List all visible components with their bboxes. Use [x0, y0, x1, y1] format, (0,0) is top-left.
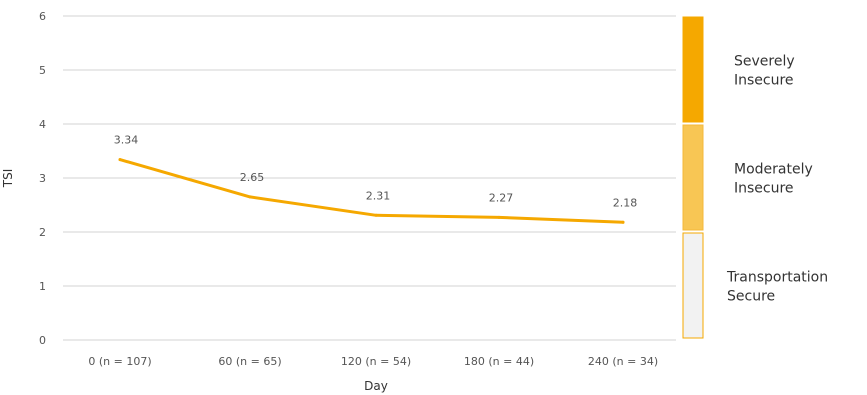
data-point	[374, 213, 378, 217]
data-point	[497, 215, 501, 219]
tsi-band	[682, 232, 704, 339]
x-tick-label: 0 (n = 107)	[88, 355, 151, 368]
data-labels: 3.34 2.65 2.31 2.27 2.18	[114, 134, 638, 210]
y-axis-ticks: 0 1 2 3 4 5 6	[39, 10, 46, 347]
data-point	[248, 195, 252, 199]
band-label: Severely	[734, 54, 795, 70]
tsi-band	[682, 16, 704, 123]
band-label: Transportation	[726, 270, 828, 286]
tsi-bands: Severely Insecure Moderately Insecure Transp…	[682, 16, 828, 339]
data-point	[621, 220, 625, 224]
y-tick-label: 4	[39, 118, 46, 131]
data-point	[118, 158, 122, 162]
y-tick-label: 2	[39, 226, 46, 239]
x-tick-label: 60 (n = 65)	[218, 355, 281, 368]
y-tick-label: 5	[39, 64, 46, 77]
data-label: 3.34	[114, 134, 139, 147]
band-label: Insecure	[734, 181, 794, 197]
y-tick-label: 0	[39, 334, 46, 347]
band-label: Insecure	[734, 73, 794, 89]
tsi-band	[682, 124, 704, 231]
series	[118, 158, 625, 224]
y-tick-label: 6	[39, 10, 46, 23]
data-label: 2.31	[366, 189, 391, 202]
x-tick-label: 240 (n = 34)	[588, 355, 658, 368]
x-axis-ticks: 0 (n = 107) 60 (n = 65) 120 (n = 54) 180 (n…	[88, 355, 658, 368]
band-label: Secure	[727, 289, 775, 305]
x-axis-title: Day	[364, 379, 388, 393]
gridlines	[63, 15, 676, 341]
x-tick-label: 180 (n = 44)	[464, 355, 534, 368]
data-label: 2.65	[240, 171, 265, 184]
y-tick-label: 1	[39, 280, 46, 293]
band-label: Moderately	[734, 162, 813, 178]
y-axis-title: TSI	[1, 169, 15, 189]
y-tick-label: 3	[39, 172, 46, 185]
data-label: 2.18	[613, 196, 638, 209]
data-label: 2.27	[489, 191, 514, 204]
x-tick-label: 120 (n = 54)	[341, 355, 411, 368]
